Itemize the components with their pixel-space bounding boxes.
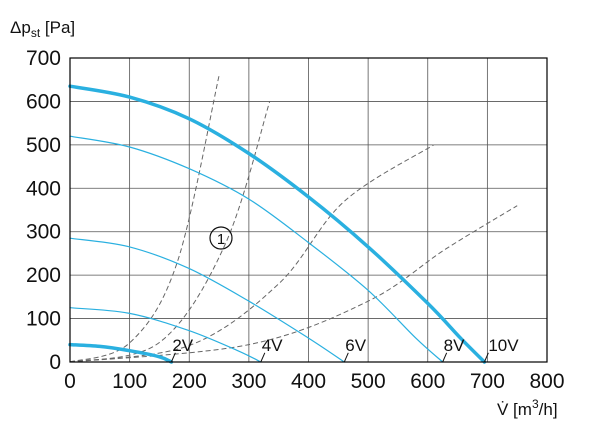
y-axis-title: Δpst [Pa] bbox=[10, 18, 75, 40]
curve-labels: 2V 4V 6V 8V 10V bbox=[170, 336, 519, 363]
x-tick-label: 100 bbox=[112, 370, 147, 393]
x-axis-title: V̇ [m3/h] bbox=[497, 397, 558, 419]
system-curve-3 bbox=[69, 144, 434, 363]
x-tick-label: 200 bbox=[172, 370, 207, 393]
curve-label-6v: 6V bbox=[345, 336, 366, 355]
y-tick-label: 300 bbox=[26, 221, 61, 244]
system-curves bbox=[69, 75, 518, 363]
fan-curve-4v bbox=[69, 307, 262, 363]
y-tick-label: 600 bbox=[26, 90, 61, 113]
fan-curve-8v bbox=[69, 135, 444, 363]
annotation-text: 1 bbox=[217, 231, 225, 248]
curve-label-leader bbox=[442, 352, 448, 363]
y-tick-label: 500 bbox=[26, 134, 61, 157]
fan-curve-6v bbox=[69, 237, 345, 363]
curve-label-leader bbox=[483, 352, 489, 363]
y-tick-label: 700 bbox=[26, 47, 61, 70]
fan-curves bbox=[68, 84, 487, 364]
x-tick-label: 500 bbox=[351, 370, 386, 393]
tick-labels: 0 100 200 300 400 500 600 700 0 100 200 300 400 500 60… bbox=[26, 47, 565, 393]
y-tick-label: 100 bbox=[26, 308, 61, 331]
fan-curve-10v bbox=[68, 84, 487, 364]
y-tick-label: 0 bbox=[49, 351, 61, 374]
x-tick-label: 300 bbox=[231, 370, 266, 393]
annotation-marker: 1 bbox=[209, 226, 233, 250]
system-curve-4 bbox=[69, 205, 518, 363]
fan-curve-2v bbox=[68, 342, 174, 364]
system-curve-1 bbox=[69, 75, 220, 363]
grid bbox=[70, 58, 547, 362]
annotation-circle bbox=[209, 226, 233, 250]
x-tick-label: 600 bbox=[410, 370, 445, 393]
curve-label-4v: 4V bbox=[262, 336, 283, 355]
curve-label-8v: 8V bbox=[444, 336, 465, 355]
plot-frame bbox=[69, 57, 548, 363]
curve-label-leader bbox=[260, 352, 266, 363]
x-tick-label: 800 bbox=[529, 370, 564, 393]
x-tick-label: 700 bbox=[470, 370, 505, 393]
x-tick-label: 400 bbox=[291, 370, 326, 393]
curve-label-10v: 10V bbox=[488, 336, 519, 355]
y-tick-label: 400 bbox=[26, 177, 61, 200]
y-tick-label: 200 bbox=[26, 264, 61, 287]
curve-label-2v: 2V bbox=[172, 336, 193, 355]
curve-label-leader bbox=[170, 352, 176, 363]
x-tick-label: 0 bbox=[64, 370, 76, 393]
curve-label-leader bbox=[343, 352, 349, 363]
